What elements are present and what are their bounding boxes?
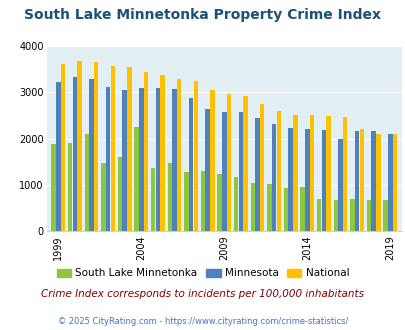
Bar (210, 90, 214, 231)
Text: South Lake Minnetonka Property Crime Index: South Lake Minnetonka Property Crime Ind… (24, 8, 381, 22)
Bar (68, 143, 72, 231)
Bar (288, 128, 292, 231)
Bar (382, 200, 387, 231)
Bar (371, 131, 375, 231)
Bar (292, 115, 297, 231)
Bar (160, 75, 164, 231)
Bar (143, 72, 148, 231)
Bar (259, 104, 264, 231)
Bar (233, 178, 238, 231)
Bar (387, 134, 392, 231)
Text: © 2025 CityRating.com - https://www.cityrating.com/crime-statistics/: © 2025 CityRating.com - https://www.city… (58, 317, 347, 326)
Bar (172, 89, 176, 231)
Bar (134, 127, 139, 231)
Bar (94, 62, 98, 231)
Bar (167, 163, 172, 231)
Bar (101, 163, 105, 231)
Bar (321, 130, 325, 231)
Bar (375, 134, 380, 231)
Bar (243, 96, 247, 231)
Bar (255, 118, 259, 231)
Bar (200, 171, 205, 231)
Bar (61, 64, 65, 231)
Bar (354, 131, 358, 231)
Bar (366, 200, 370, 231)
Bar (316, 199, 321, 231)
Bar (205, 110, 209, 231)
Legend: South Lake Minnetonka, Minnesota, National: South Lake Minnetonka, Minnesota, Nation… (52, 264, 353, 282)
Bar (271, 124, 276, 231)
Bar (110, 66, 115, 231)
Bar (51, 144, 55, 231)
Bar (127, 67, 131, 231)
Bar (250, 183, 254, 231)
Bar (56, 82, 60, 231)
Bar (84, 134, 89, 231)
Bar (77, 61, 82, 231)
Bar (193, 81, 198, 231)
Bar (359, 129, 363, 231)
Bar (342, 117, 347, 231)
Bar (392, 134, 396, 231)
Bar (300, 187, 304, 231)
Bar (151, 168, 155, 231)
Bar (72, 77, 77, 231)
Bar (337, 139, 342, 231)
Bar (326, 116, 330, 231)
Bar (188, 98, 193, 231)
Bar (122, 90, 127, 231)
Bar (283, 187, 288, 231)
Bar (349, 199, 354, 231)
Bar (117, 157, 122, 231)
Bar (309, 115, 313, 231)
Bar (106, 87, 110, 231)
Bar (139, 88, 143, 231)
Bar (333, 200, 337, 231)
Bar (184, 172, 188, 231)
Text: Crime Index corresponds to incidents per 100,000 inhabitants: Crime Index corresponds to incidents per… (41, 289, 364, 299)
Bar (89, 79, 94, 231)
Bar (226, 94, 231, 231)
Bar (304, 129, 309, 231)
Bar (217, 174, 221, 231)
Bar (222, 112, 226, 231)
Bar (177, 79, 181, 231)
Bar (238, 112, 243, 231)
Bar (276, 111, 280, 231)
Bar (155, 88, 160, 231)
Bar (266, 184, 271, 231)
